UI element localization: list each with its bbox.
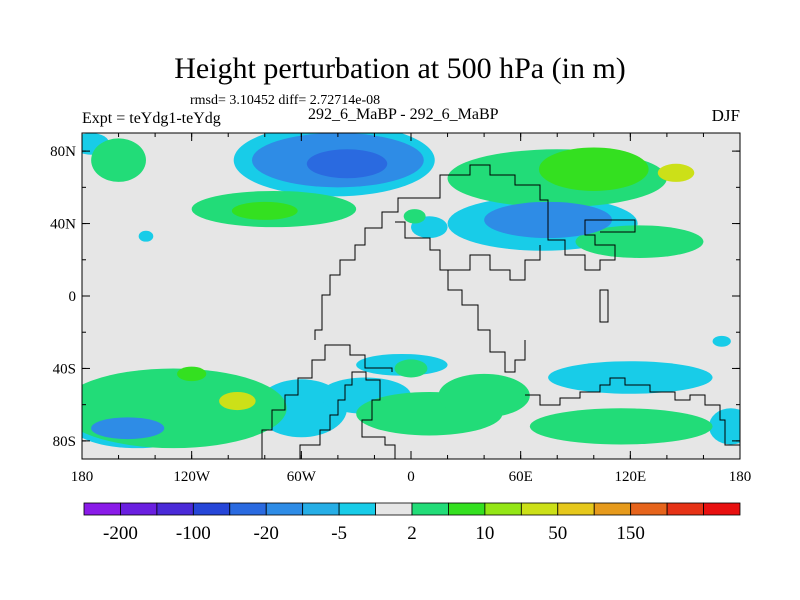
field-tropic-blue-small — [138, 230, 154, 242]
x-tick-label: 120W — [173, 469, 211, 485]
y-tick-label: 40S — [53, 361, 76, 377]
field-east-asia-green — [575, 225, 704, 258]
colorbar-box — [265, 502, 304, 516]
colorbar-box — [557, 502, 595, 516]
field-sa-blue-small — [712, 335, 731, 347]
colorbar-box — [83, 502, 121, 516]
field-n-atlantic-green-core — [538, 147, 649, 191]
field-s-pacific-yellow — [219, 391, 256, 411]
colorbar-box — [120, 502, 158, 516]
colorbar-label: -100 — [176, 523, 211, 544]
x-tick-label: 180 — [71, 469, 94, 485]
chart-title: Height perturbation at 500 hPa (in m) — [174, 52, 626, 85]
coastline-outline — [261, 164, 740, 459]
colorbar-box — [338, 502, 376, 516]
colorbar-label: 10 — [475, 523, 494, 544]
colorbar-box — [630, 502, 668, 516]
x-tick-label: 60W — [287, 469, 317, 485]
subtitle-label: 292_6_MaBP - 292_6_MaBP — [308, 106, 499, 123]
field-indian-ocean-green-left — [438, 373, 530, 418]
colorbar-label: -20 — [254, 523, 279, 544]
colorbar-label: -200 — [103, 523, 138, 544]
field-s-pacific-yellow-2 — [177, 366, 207, 382]
colorbar-label: 50 — [548, 523, 567, 544]
colorbar-box — [411, 502, 449, 516]
field-indian-ocean-blue-band — [548, 361, 713, 394]
y-tick-label: 80S — [53, 434, 76, 450]
experiment-label: Expt = teYdg1-teYdg — [82, 110, 221, 127]
x-tick-label: 120E — [614, 469, 646, 485]
colorbar-label: -5 — [331, 523, 347, 544]
field-n-pacific-low-core — [306, 149, 388, 179]
colorbar-box — [192, 502, 231, 516]
x-tick-label: 180 — [729, 469, 752, 485]
colorbar-box — [666, 502, 704, 516]
y-tick-label: 40N — [50, 217, 76, 233]
field-s-atlantic-green-2 — [394, 359, 428, 378]
field-med-green — [403, 209, 426, 224]
colorbar-label: 2 — [407, 523, 417, 544]
x-tick-label: 0 — [407, 469, 415, 485]
colorbar-box — [520, 502, 559, 516]
colorbar-box — [484, 502, 522, 516]
axes: 180 120W 60W 0 60E 120E 180 80N 40N 0 40S 80S — [50, 132, 752, 485]
colorbar-label: 150 — [616, 523, 645, 544]
season-label: DJF — [711, 106, 740, 125]
field-indian-ocean-green-band — [529, 408, 713, 445]
colorbar-box — [448, 502, 486, 516]
plot-area — [82, 133, 740, 459]
field-arctic-green-left — [91, 138, 146, 182]
colorbar-box — [229, 502, 267, 516]
x-tick-label: 60E — [509, 469, 533, 485]
colorbar-box — [703, 502, 741, 516]
colorbar: -200 -100 -20 -5 2 10 50 150 — [83, 502, 741, 544]
field-s-pacific-green-big — [82, 368, 287, 449]
colorbar-box — [156, 502, 194, 516]
field-s-ocean-blue-right — [708, 408, 740, 445]
field-s-pacific-blue-core — [91, 417, 165, 440]
colorbar-box — [302, 502, 340, 516]
field-n-atlantic-yellow — [657, 163, 695, 182]
colorbar-box — [593, 502, 632, 516]
y-tick-label: 0 — [69, 289, 77, 305]
y-tick-label: 80N — [50, 144, 76, 160]
stats-line: rmsd= 3.10452 diff= 2.72714e-08 — [190, 93, 381, 108]
field-n-pacific-green-core — [231, 201, 298, 220]
colorbar-box — [375, 502, 413, 516]
